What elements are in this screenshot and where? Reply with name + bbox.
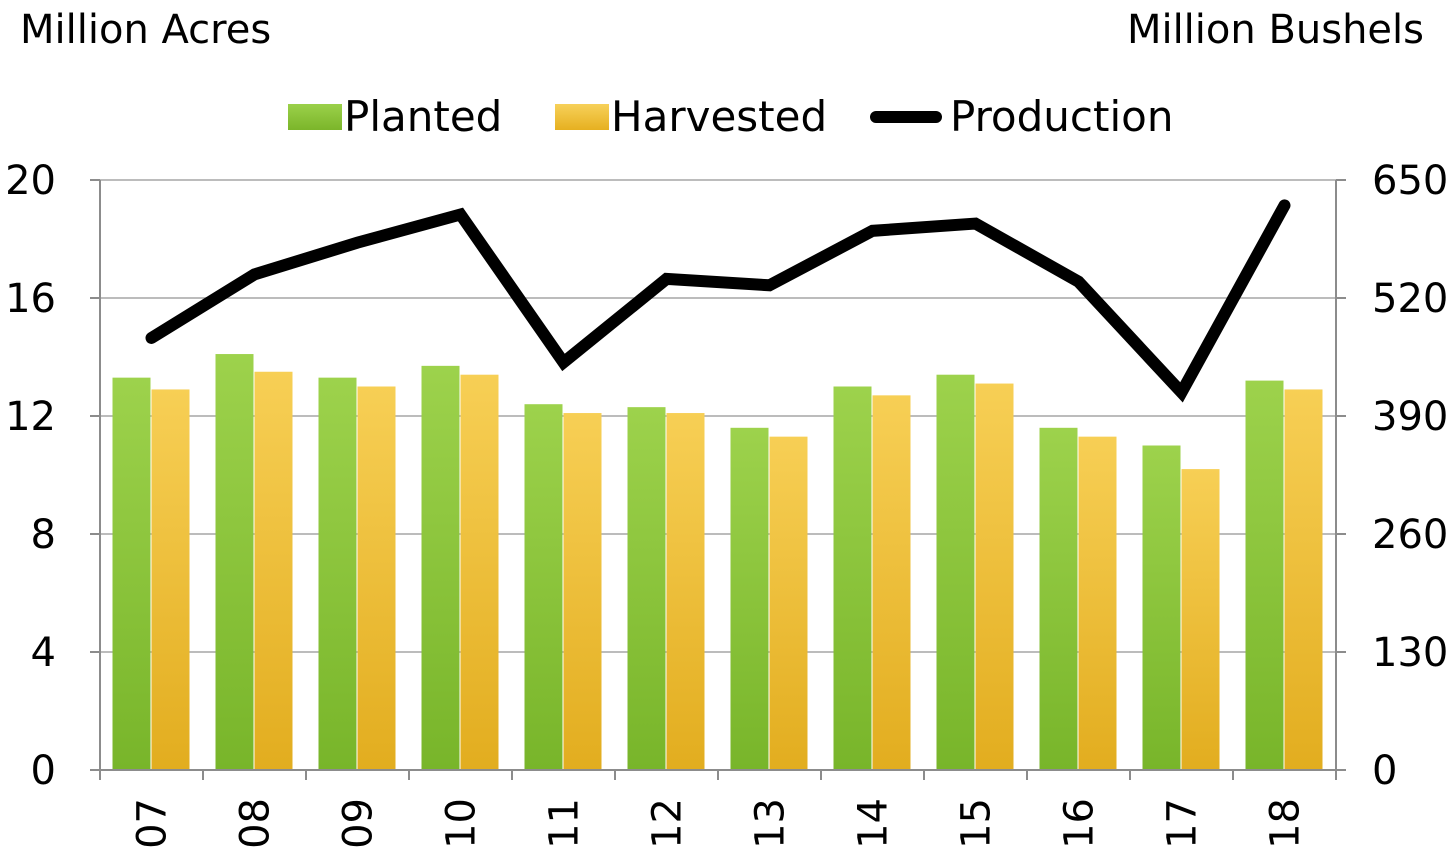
bar-planted-14 (833, 386, 872, 770)
x-tick-label: 14 (851, 798, 897, 849)
legend-item-harvested: Harvested (555, 92, 827, 142)
x-tick-label: 08 (233, 798, 279, 849)
x-tick-label: 18 (1263, 798, 1309, 849)
x-tick-label: 17 (1160, 798, 1206, 849)
bar-planted-13 (730, 427, 769, 770)
bar-planted-09 (318, 377, 357, 770)
bar-harvested-16 (1078, 436, 1117, 770)
legend-label-harvested: Harvested (611, 92, 828, 141)
bar-planted-08 (215, 354, 254, 770)
bar-harvested-17 (1181, 469, 1220, 770)
bar-planted-16 (1039, 427, 1078, 770)
x-tick-label: 13 (748, 798, 794, 849)
left-tick-label: 4 (31, 630, 56, 676)
left-tick-label: 12 (5, 394, 56, 440)
x-tick-label: 09 (336, 798, 382, 849)
legend-swatch-harvested (555, 104, 609, 130)
bar-planted-18 (1245, 380, 1284, 770)
production-line (145, 199, 1291, 403)
bar-planted-07 (112, 377, 151, 770)
bar-planted-12 (627, 407, 666, 770)
bar-harvested-08 (254, 371, 293, 770)
gridlines (100, 179, 1336, 653)
legend-swatch-planted (288, 104, 342, 130)
x-tick-label: 07 (130, 798, 176, 849)
bar-harvested-13 (769, 436, 808, 770)
left-tick-label: 20 (5, 158, 56, 204)
left-tick-label: 8 (31, 512, 56, 558)
bar-harvested-07 (151, 389, 190, 770)
tick-labels-group: 0 4 8 12 16 20 0 130 260 390 520 650 07 08 09 10 11 12 13 1… (5, 158, 1448, 849)
legend-item-planted: Planted (288, 92, 502, 142)
bar-planted-11 (524, 404, 563, 770)
bar-planted-17 (1142, 445, 1181, 770)
right-axis-unit-label: Million Bushels (1126, 7, 1424, 53)
right-tick-label: 650 (1372, 158, 1448, 204)
bar-harvested-15 (975, 383, 1014, 770)
axes-group (90, 179, 1346, 780)
bar-planted-15 (936, 374, 975, 770)
right-tick-label: 390 (1372, 394, 1448, 440)
right-tick-label: 520 (1372, 276, 1448, 322)
left-tick-label: 0 (31, 748, 56, 794)
bar-harvested-11 (563, 413, 602, 770)
legend-line-production (870, 111, 942, 123)
bar-harvested-10 (460, 374, 499, 770)
legend: Planted Harvested Production (0, 92, 1452, 142)
bar-harvested-09 (357, 386, 396, 770)
production-line-group (145, 199, 1291, 403)
x-tick-label: 15 (954, 798, 1000, 849)
left-tick-label: 16 (5, 276, 56, 322)
x-tick-label: 16 (1057, 798, 1103, 849)
x-tick-label: 11 (542, 798, 588, 849)
right-tick-label: 130 (1372, 630, 1448, 676)
bar-harvested-18 (1284, 389, 1323, 770)
legend-item-production: Production (870, 92, 1173, 142)
x-tick-label: 12 (645, 798, 691, 849)
bars-group (112, 354, 1323, 770)
left-axis-unit-label: Million Acres (20, 7, 272, 53)
bar-harvested-14 (872, 395, 911, 770)
bar-planted-10 (421, 365, 460, 770)
legend-label-planted: Planted (344, 92, 503, 141)
bar-harvested-12 (666, 413, 705, 770)
legend-label-production: Production (950, 92, 1174, 141)
right-tick-label: 260 (1372, 512, 1448, 558)
right-tick-label: 0 (1372, 748, 1397, 794)
x-tick-label: 10 (439, 798, 485, 849)
